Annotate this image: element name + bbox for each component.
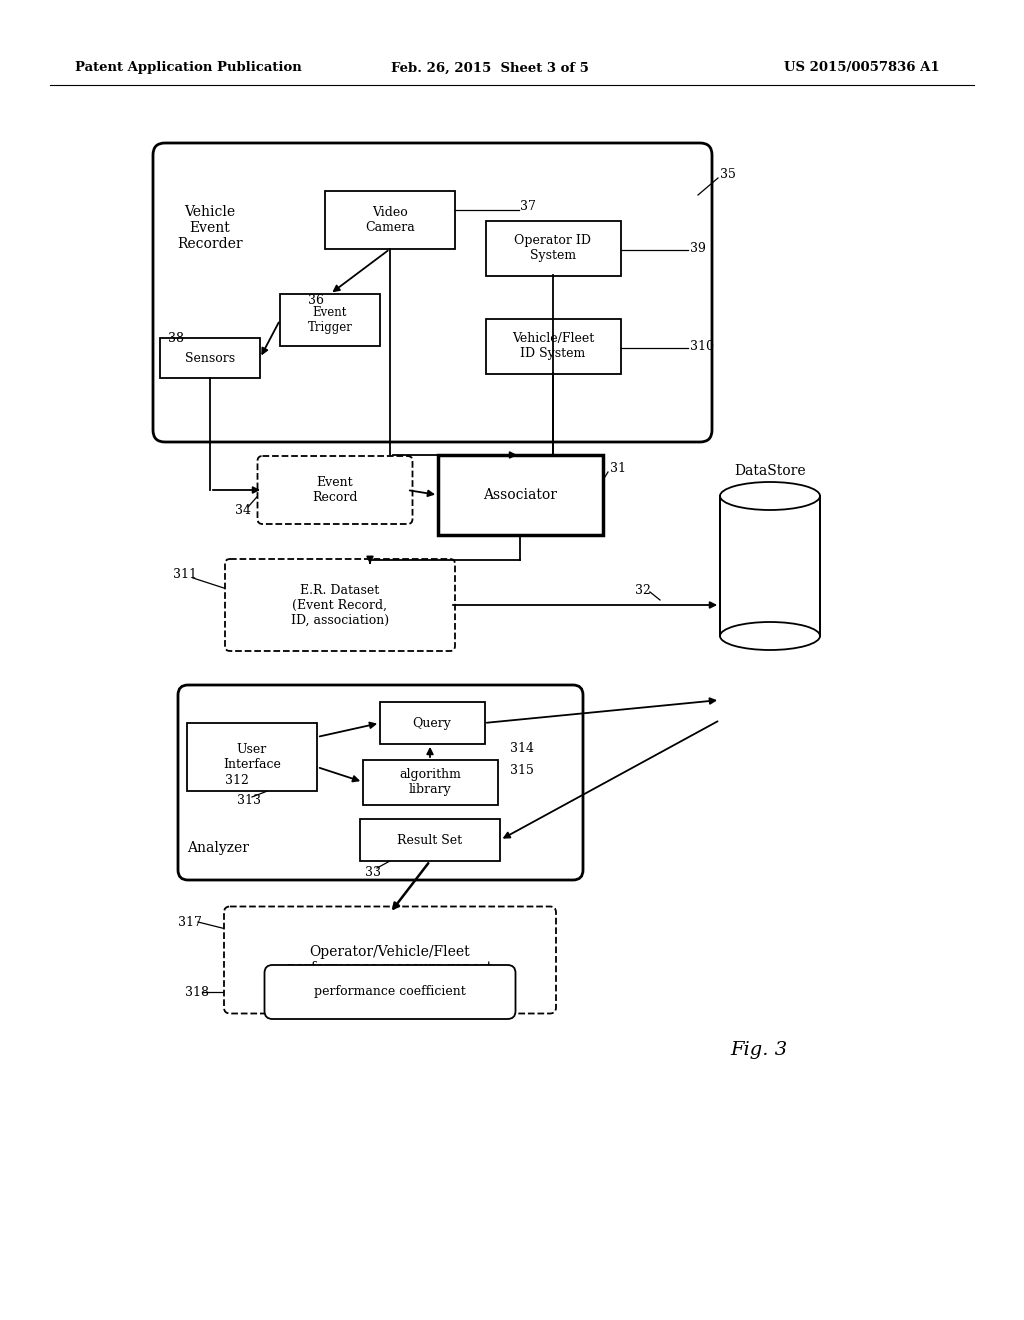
Text: 35: 35	[720, 169, 736, 181]
Text: Vehicle/Fleet
ID System: Vehicle/Fleet ID System	[512, 333, 594, 360]
Text: DataStore: DataStore	[734, 465, 806, 478]
Text: Operator/Vehicle/Fleet
performance measure report: Operator/Vehicle/Fleet performance measu…	[288, 945, 493, 975]
Bar	[160, 338, 260, 378]
Text: Sensors: Sensors	[185, 351, 236, 364]
FancyBboxPatch shape	[165, 154, 700, 430]
Bar	[362, 759, 498, 804]
Text: 310: 310	[690, 339, 714, 352]
FancyBboxPatch shape	[153, 143, 712, 442]
Text: Video
Camera: Video Camera	[366, 206, 415, 234]
Text: 32: 32	[635, 583, 651, 597]
Text: Fig. 3: Fig. 3	[730, 1041, 787, 1059]
Text: Associator: Associator	[483, 488, 557, 502]
Text: 33: 33	[365, 866, 381, 879]
Bar	[485, 318, 621, 374]
FancyBboxPatch shape	[264, 965, 515, 1019]
Text: Event
Trigger: Event Trigger	[307, 306, 352, 334]
FancyBboxPatch shape	[257, 455, 413, 524]
Text: E.R. Dataset
(Event Record,
ID, association): E.R. Dataset (Event Record, ID, associat…	[291, 583, 389, 627]
Bar	[187, 723, 317, 791]
Bar	[380, 702, 484, 744]
Text: Operator ID
System: Operator ID System	[514, 234, 592, 261]
Text: 315: 315	[510, 763, 534, 776]
Text: 36: 36	[308, 293, 324, 306]
Text: 313: 313	[237, 793, 261, 807]
Ellipse shape	[720, 622, 820, 649]
Text: Analyzer: Analyzer	[187, 841, 249, 855]
Text: 317: 317	[178, 916, 202, 928]
Bar	[360, 818, 500, 861]
Text: Feb. 26, 2015  Sheet 3 of 5: Feb. 26, 2015 Sheet 3 of 5	[391, 62, 589, 74]
Text: Query: Query	[413, 717, 452, 730]
FancyBboxPatch shape	[225, 558, 455, 651]
Text: 318: 318	[185, 986, 209, 998]
FancyBboxPatch shape	[224, 907, 556, 1014]
Text: 31: 31	[610, 462, 626, 474]
Ellipse shape	[720, 482, 820, 510]
Text: 314: 314	[510, 742, 534, 755]
Text: 39: 39	[690, 242, 706, 255]
Text: User
Interface: User Interface	[223, 743, 281, 771]
Bar	[437, 455, 602, 535]
FancyBboxPatch shape	[178, 685, 583, 880]
Bar	[485, 220, 621, 276]
Text: 37: 37	[520, 201, 536, 214]
Text: 312: 312	[225, 774, 249, 787]
Text: Patent Application Publication: Patent Application Publication	[75, 62, 302, 74]
Text: performance coefficient: performance coefficient	[314, 986, 466, 998]
Bar	[280, 294, 380, 346]
Text: Result Set: Result Set	[397, 833, 463, 846]
Text: US 2015/0057836 A1: US 2015/0057836 A1	[784, 62, 940, 74]
Text: 311: 311	[173, 569, 197, 582]
Text: Vehicle
Event
Recorder: Vehicle Event Recorder	[177, 205, 243, 251]
Bar	[720, 496, 820, 636]
Text: 34: 34	[234, 503, 251, 516]
Text: algorithm
library: algorithm library	[399, 768, 461, 796]
Text: Event
Record: Event Record	[312, 477, 357, 504]
Text: 38: 38	[168, 331, 184, 345]
Bar	[325, 191, 455, 249]
